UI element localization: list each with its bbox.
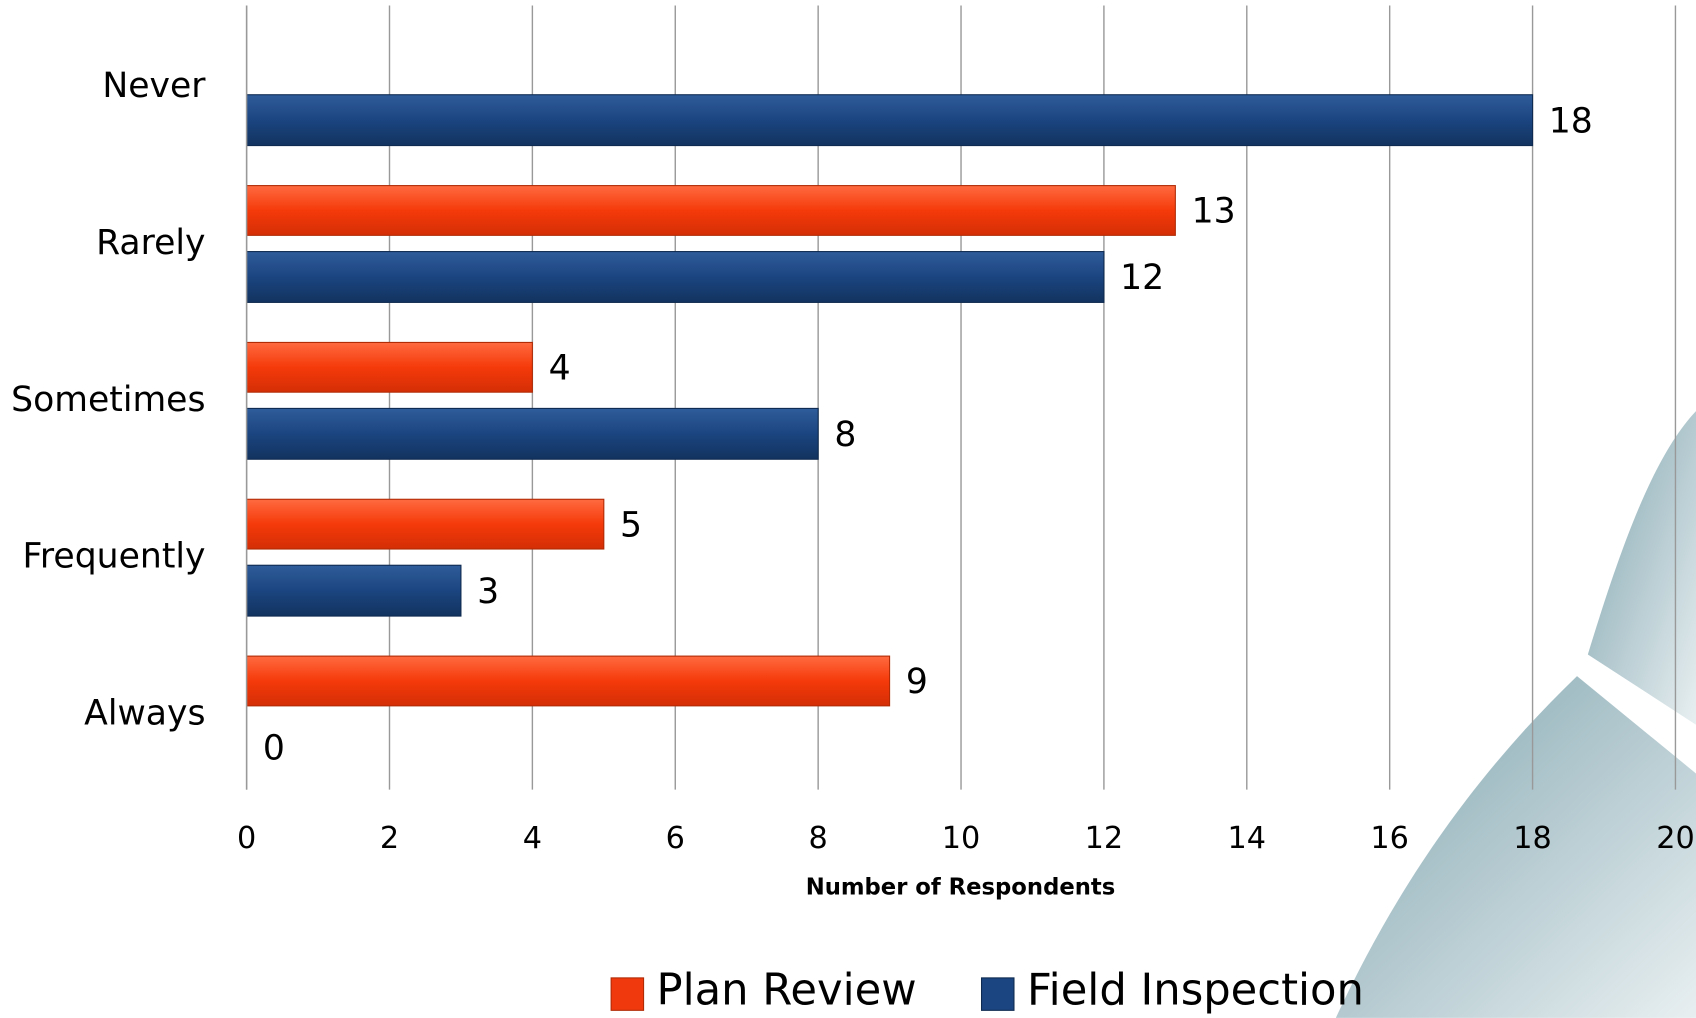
- value-label: 3: [477, 572, 499, 612]
- legend-label: Field Inspection: [1027, 966, 1364, 1016]
- legend-swatch: [610, 977, 645, 1011]
- x-tick-label: 4: [523, 821, 542, 856]
- decoration: [1587, 411, 1696, 725]
- x-axis-label: Number of Respondents: [806, 875, 1116, 901]
- bar: [246, 94, 1534, 147]
- x-tick-label: 20: [1656, 821, 1695, 856]
- value-label: 12: [1120, 258, 1164, 298]
- value-label: 5: [620, 505, 642, 545]
- bar: [246, 655, 891, 707]
- y-tick-label: Sometimes: [11, 380, 205, 420]
- x-tick-label: 2: [380, 821, 399, 856]
- x-tick-label: 14: [1228, 821, 1267, 856]
- y-tick-label: Rarely: [96, 223, 205, 263]
- decoration: [1335, 676, 1696, 1018]
- bar: [246, 407, 819, 460]
- plot: 0 2 4 6 8 10 12 14 16 18 20 Never 18 Rarely 13 12 Someti…: [11, 5, 1695, 1016]
- bar: [246, 185, 1176, 236]
- x-tick-label: 6: [666, 821, 685, 856]
- y-tick-label: Frequently: [23, 537, 206, 577]
- legend-label: Plan Review: [657, 966, 917, 1016]
- value-label: 13: [1192, 192, 1236, 232]
- value-label: 9: [906, 662, 928, 702]
- bar: [246, 341, 533, 393]
- value-label: 0: [263, 729, 285, 769]
- y-tick-label: Always: [84, 694, 205, 734]
- value-label: 8: [834, 415, 856, 455]
- bar: [246, 251, 1105, 303]
- x-tick-label: 12: [1085, 821, 1124, 856]
- x-tick-label: 8: [809, 821, 828, 856]
- value-label: 4: [549, 348, 571, 388]
- legend-swatch: [980, 977, 1015, 1011]
- x-tick-label: 10: [942, 821, 981, 856]
- bar: [246, 498, 605, 550]
- value-label: 18: [1549, 101, 1593, 141]
- x-tick-label: 0: [237, 821, 256, 856]
- x-tick-label: 16: [1370, 821, 1409, 856]
- y-tick-label: Never: [102, 66, 206, 106]
- x-tick-label: 18: [1513, 821, 1552, 856]
- bar: [246, 564, 462, 617]
